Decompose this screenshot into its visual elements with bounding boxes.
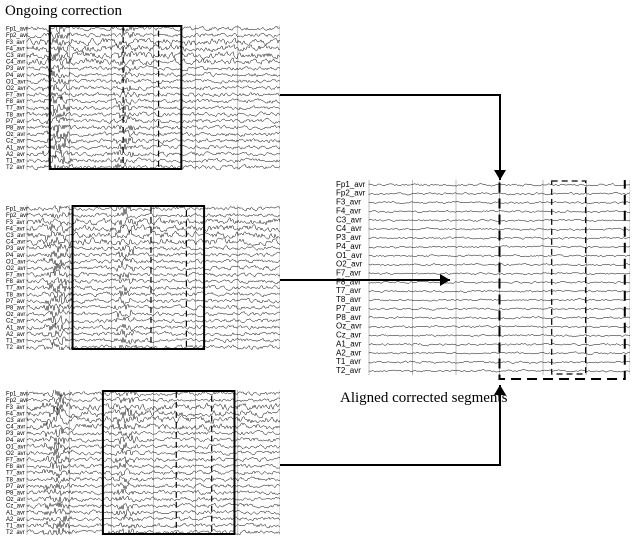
arrow — [280, 95, 500, 180]
arrows-overlay — [0, 0, 640, 540]
arrow — [280, 385, 500, 465]
